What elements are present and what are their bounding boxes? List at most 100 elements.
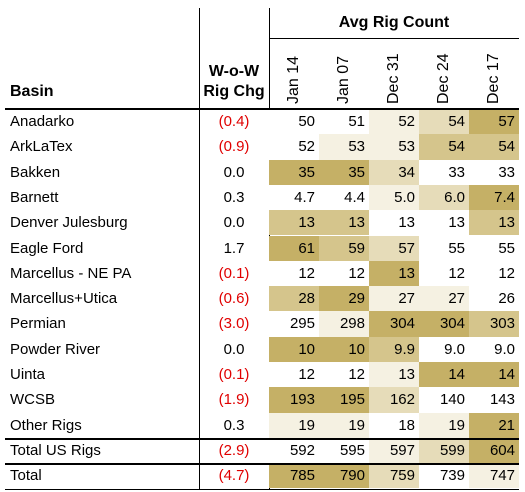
rig-count-cell: 304	[369, 311, 419, 337]
rig-count-cell: 295	[269, 311, 319, 337]
row-divider	[5, 437, 519, 440]
rig-count-cell: 162	[369, 387, 419, 413]
rig-count-cell: 304	[419, 311, 469, 337]
rig-count-table: Avg Rig Count Basin W-o-W Rig Chg Jan 14…	[5, 8, 519, 490]
rig-count-cell: 29	[319, 286, 369, 312]
rig-count-cell: 595	[319, 437, 369, 464]
rig-count-cell: 195	[319, 387, 369, 413]
rig-count-cell: 14	[469, 362, 519, 388]
rig-count-cell: 597	[369, 437, 419, 464]
rig-count-cell: 10	[319, 336, 369, 362]
rig-count-cell: 5.0	[369, 184, 419, 211]
rig-count-cell: 13	[369, 362, 419, 388]
header-underline	[269, 38, 519, 39]
rig-count-cell: 13	[419, 210, 469, 236]
wow-rig-change: 0.3	[223, 416, 245, 434]
rig-count-cell: 9.9	[369, 336, 419, 362]
avg-rig-count-header: Avg Rig Count	[338, 14, 450, 31]
rig-count-cell: 54	[469, 134, 519, 160]
basin-name: Uinta	[10, 366, 46, 383]
wow-rig-change: (2.9)	[218, 441, 250, 459]
basin-name: Denver Julesburg	[10, 214, 128, 232]
rig-count-cell: 19	[419, 412, 469, 438]
rig-count-cell: 50	[269, 109, 319, 135]
wow-rig-change: (0.6)	[218, 290, 250, 308]
rig-count-cell: 303	[469, 311, 519, 337]
rig-count-cell: 6.0	[419, 184, 469, 211]
rig-count-cell: 27	[369, 286, 419, 312]
row-divider	[5, 108, 519, 110]
rig-count-cell: 35	[319, 159, 369, 185]
basin-name: Eagle Ford	[10, 239, 84, 257]
rig-count-cell: 13	[269, 210, 319, 236]
wow-rig-change: (4.7)	[218, 467, 250, 485]
rig-count-cell: 54	[419, 109, 469, 135]
row-divider	[5, 488, 519, 490]
wow-rig-change: (3.0)	[218, 315, 250, 333]
wow-rig-change: 0.0	[223, 163, 245, 181]
rig-count-cell: 13	[369, 260, 419, 287]
rig-count-cell: 12	[269, 260, 319, 287]
rig-count-cell: 55	[419, 235, 469, 261]
rig-count-cell: 759	[369, 463, 419, 489]
rig-count-cell: 193	[269, 387, 319, 413]
rig-count-cell: 143	[469, 387, 519, 413]
wow-header-line1: W-o-W	[208, 63, 260, 80]
wow-rig-change: 0.0	[223, 214, 245, 232]
basin-column-header: Basin	[10, 83, 54, 100]
row-divider	[5, 463, 519, 466]
rig-count-cell: 592	[269, 437, 319, 464]
wow-rig-change: (1.9)	[218, 391, 250, 409]
rig-count-cell: 739	[419, 463, 469, 489]
wow-header-line2: Rig Chg	[203, 83, 265, 100]
rig-count-cell: 4.7	[269, 184, 319, 211]
rig-count-cell: 4.4	[319, 184, 369, 211]
rig-count-cell: 52	[369, 109, 419, 135]
wow-rig-change: 0.3	[223, 188, 245, 206]
basin-name: Anadarko	[10, 113, 75, 130]
date-column-header: Dec 17	[485, 53, 502, 104]
rig-count-cell: 298	[319, 311, 369, 337]
date-column-header: Dec 31	[385, 53, 402, 104]
rig-count-cell: 747	[469, 463, 519, 489]
basin-name: Powder River	[10, 340, 101, 358]
rig-count-cell: 55	[469, 235, 519, 261]
wow-rig-change: 0.0	[223, 340, 245, 358]
date-column-header: Jan 07	[335, 55, 352, 104]
rig-count-cell: 27	[419, 286, 469, 312]
rig-count-cell: 10	[269, 336, 319, 362]
basin-name: Other Rigs	[10, 416, 82, 434]
rig-count-cell: 599	[419, 437, 469, 464]
rig-count-cell: 53	[369, 134, 419, 160]
rig-count-cell: 53	[319, 134, 369, 160]
wow-rig-change: (0.1)	[218, 366, 250, 383]
basin-name: Bakken	[10, 163, 61, 181]
rig-count-cell: 61	[269, 235, 319, 261]
rig-count-cell: 785	[269, 463, 319, 489]
rig-count-cell: 35	[269, 159, 319, 185]
rig-count-cell: 12	[269, 362, 319, 388]
rig-count-cell: 9.0	[419, 336, 469, 362]
rig-count-cell: 19	[319, 412, 369, 438]
wow-rig-change: (0.9)	[218, 138, 250, 156]
rig-count-cell: 7.4	[469, 184, 519, 211]
rig-count-cell: 12	[319, 362, 369, 388]
basin-name: WCSB	[10, 391, 55, 409]
rig-count-cell: 19	[269, 412, 319, 438]
rig-count-cell: 57	[369, 235, 419, 261]
rig-count-cell: 790	[319, 463, 369, 489]
rig-count-cell: 12	[469, 260, 519, 287]
rig-count-cell: 34	[369, 159, 419, 185]
rig-count-cell: 33	[419, 159, 469, 185]
rig-count-cell: 59	[319, 235, 369, 261]
date-column-header: Jan 14	[285, 55, 302, 104]
rig-count-cell: 54	[419, 134, 469, 160]
rig-count-cell: 12	[419, 260, 469, 287]
basin-name: Barnett	[10, 188, 59, 206]
rig-count-cell: 12	[319, 260, 369, 287]
rig-count-cell: 604	[469, 437, 519, 464]
rig-count-cell: 26	[469, 286, 519, 312]
wow-rig-change: (0.1)	[218, 264, 250, 282]
basin-name: Marcellus - NE PA	[10, 264, 132, 282]
column-divider	[199, 8, 200, 490]
